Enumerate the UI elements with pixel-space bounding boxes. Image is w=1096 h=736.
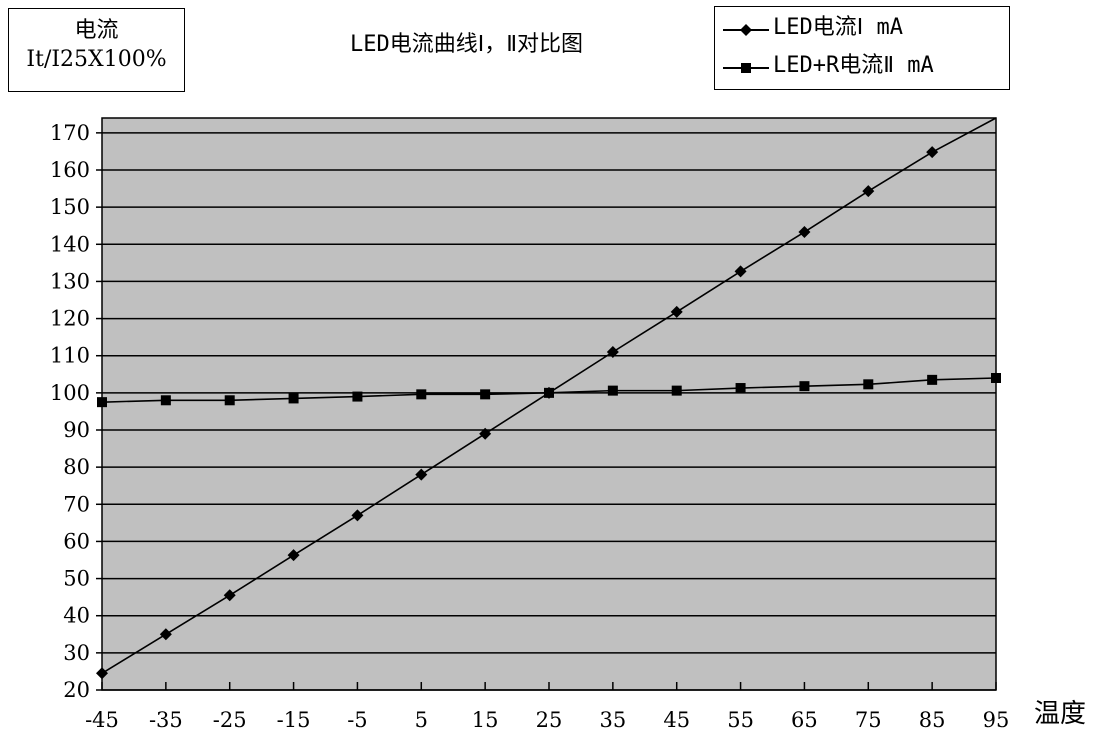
y-axis-label-line1: 电流 <box>74 18 119 43</box>
y-tick-label: 60 <box>63 529 90 553</box>
data-point-series-2 <box>97 397 107 408</box>
legend: LED电流Ⅰ mA LED+R电流Ⅱ mA <box>714 6 1010 90</box>
legend-item-series-2: LED+R电流Ⅱ mA <box>715 49 1009 85</box>
y-tick-label: 150 <box>50 195 90 219</box>
data-point-series-1 <box>96 667 108 680</box>
y-tick-label: 90 <box>63 418 90 442</box>
data-point-series-2 <box>288 393 299 404</box>
plot-area <box>101 117 997 691</box>
data-point-series-2 <box>416 389 427 400</box>
data-point-series-1 <box>479 427 492 440</box>
data-point-series-1 <box>223 589 236 602</box>
y-tick-label: 130 <box>50 269 90 293</box>
data-point-series-2 <box>607 385 618 396</box>
y-axis-label-line2: It/I25X100% <box>26 47 167 72</box>
x-tick-label: 5 <box>415 708 428 732</box>
data-point-series-2 <box>735 383 746 394</box>
x-tick-label: 95 <box>983 708 1010 732</box>
data-point-series-1 <box>670 305 683 318</box>
y-tick-label: 110 <box>50 344 90 368</box>
data-point-series-2 <box>480 389 491 400</box>
x-tick-label: 85 <box>919 708 946 732</box>
y-tick-label: 100 <box>50 381 90 405</box>
data-point-series-2 <box>352 391 363 402</box>
chart-title: LED电流曲线Ⅰ，Ⅱ对比图 <box>350 32 584 57</box>
y-tick-label: 120 <box>50 307 90 331</box>
y-tick-label: 170 <box>50 121 90 145</box>
legend-diamond-marker-icon <box>723 24 769 36</box>
y-tick-label: 30 <box>63 641 90 665</box>
data-point-series-1 <box>415 468 428 481</box>
data-point-series-2 <box>544 387 554 398</box>
data-point-series-2 <box>863 379 874 390</box>
y-tick-label: 20 <box>63 678 90 702</box>
data-point-series-2 <box>224 395 235 406</box>
y-tick-label: 160 <box>50 158 90 182</box>
data-point-series-1 <box>734 265 747 278</box>
y-tick-label: 70 <box>63 492 90 516</box>
x-tick-label: 35 <box>599 708 626 732</box>
legend-label-series-1: LED电流Ⅰ mA <box>773 15 903 40</box>
y-tick-label: 40 <box>63 604 90 628</box>
x-tick-label: 75 <box>855 708 882 732</box>
x-tick-label: 15 <box>472 708 499 732</box>
x-tick-label: 45 <box>663 708 690 732</box>
x-axis-label: 温度 <box>1034 699 1087 729</box>
x-tick-label: -25 <box>213 708 247 732</box>
x-tick-label: 65 <box>791 708 818 732</box>
data-point-series-2 <box>160 395 171 406</box>
data-point-series-2 <box>799 381 810 392</box>
x-tick-label: 55 <box>727 708 754 732</box>
y-tick-label: 140 <box>50 232 90 256</box>
x-tick-label: -5 <box>347 708 367 732</box>
legend-label-series-2: LED+R电流Ⅱ mA <box>773 53 934 78</box>
legend-square-marker-icon <box>723 63 769 73</box>
data-point-series-1 <box>862 185 875 198</box>
data-point-series-1 <box>287 549 300 562</box>
legend-item-series-1: LED电流Ⅰ mA <box>715 11 1009 47</box>
y-tick-label: 80 <box>63 455 90 479</box>
x-tick-label: 25 <box>536 708 563 732</box>
y-tick-label: 50 <box>63 567 90 591</box>
data-point-series-1 <box>926 146 939 159</box>
data-point-series-2 <box>671 385 682 396</box>
y-axis-label-box: 电流 It/I25X100% <box>8 8 185 92</box>
data-point-series-1 <box>606 346 619 358</box>
data-point-series-1 <box>351 509 364 522</box>
x-tick-label: -35 <box>149 708 183 732</box>
data-point-series-2 <box>927 374 938 385</box>
data-point-series-2 <box>991 373 1001 383</box>
x-tick-label: -45 <box>85 708 119 732</box>
x-tick-label: -15 <box>277 708 311 732</box>
data-point-series-1 <box>159 628 172 641</box>
data-point-series-1 <box>798 226 811 239</box>
